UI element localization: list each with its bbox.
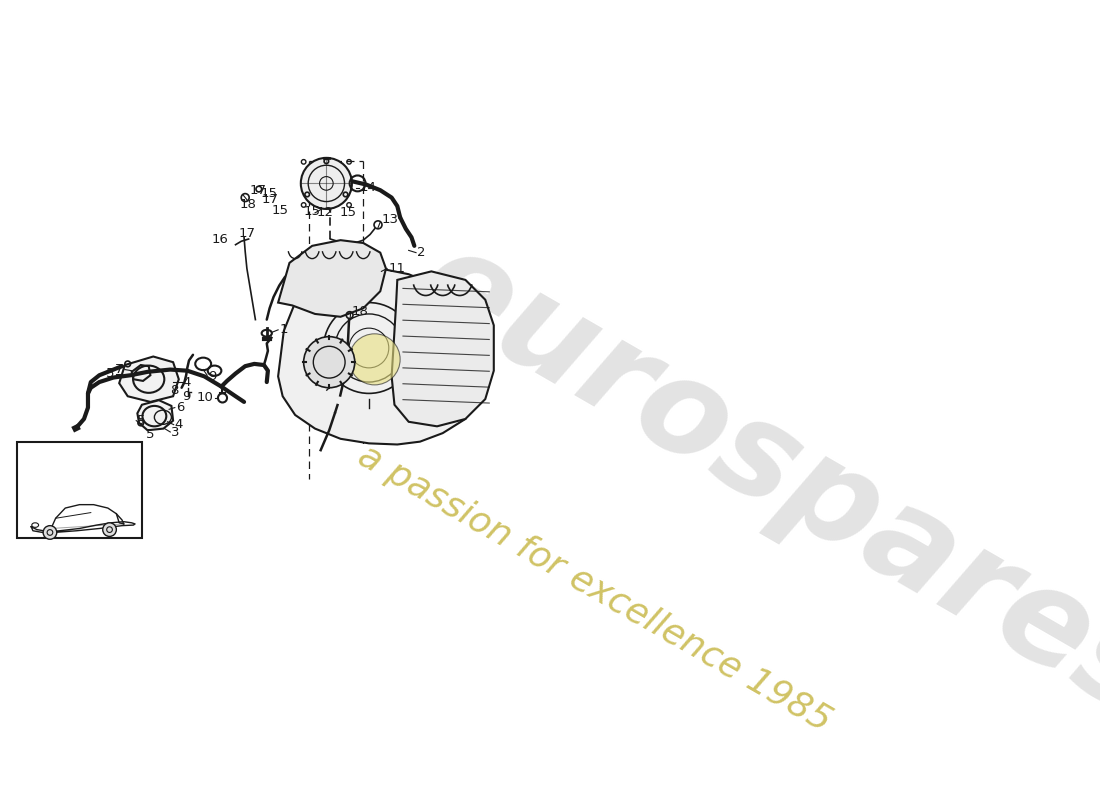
Text: 9: 9: [183, 390, 190, 403]
Text: 17: 17: [261, 193, 278, 206]
Text: 1: 1: [279, 323, 288, 336]
Polygon shape: [278, 269, 480, 445]
Text: 14: 14: [360, 182, 376, 194]
Text: 18: 18: [240, 198, 256, 211]
Text: 7: 7: [116, 363, 123, 376]
Polygon shape: [392, 271, 494, 426]
Text: 11: 11: [388, 262, 405, 275]
Text: 10: 10: [197, 391, 213, 405]
Polygon shape: [278, 240, 386, 317]
Text: 15: 15: [272, 203, 289, 217]
Circle shape: [304, 337, 354, 388]
Text: 17: 17: [239, 227, 255, 240]
Text: eurospares: eurospares: [397, 218, 1100, 745]
Text: 3: 3: [172, 426, 180, 438]
Text: 5: 5: [138, 414, 146, 427]
Polygon shape: [138, 400, 173, 430]
FancyBboxPatch shape: [16, 442, 142, 538]
Circle shape: [102, 523, 117, 537]
Text: 15: 15: [304, 206, 320, 218]
Text: 8: 8: [170, 384, 179, 397]
Text: 12: 12: [316, 206, 333, 219]
Text: 4: 4: [183, 375, 191, 389]
Text: 2: 2: [417, 246, 426, 259]
Text: a passion for excellence 1985: a passion for excellence 1985: [352, 439, 837, 738]
Circle shape: [43, 526, 57, 539]
Text: 5: 5: [107, 367, 114, 380]
Text: 6: 6: [176, 401, 185, 414]
Text: 16: 16: [211, 233, 228, 246]
Polygon shape: [119, 357, 179, 402]
Text: 13: 13: [382, 213, 398, 226]
Text: 5: 5: [146, 428, 155, 441]
Text: 18: 18: [352, 305, 368, 318]
Circle shape: [349, 334, 400, 385]
Circle shape: [300, 158, 352, 209]
Text: 15: 15: [340, 206, 356, 219]
Text: 4: 4: [175, 418, 184, 431]
Text: 9: 9: [208, 370, 217, 383]
Text: 17: 17: [250, 184, 266, 198]
Text: 15: 15: [261, 187, 277, 200]
